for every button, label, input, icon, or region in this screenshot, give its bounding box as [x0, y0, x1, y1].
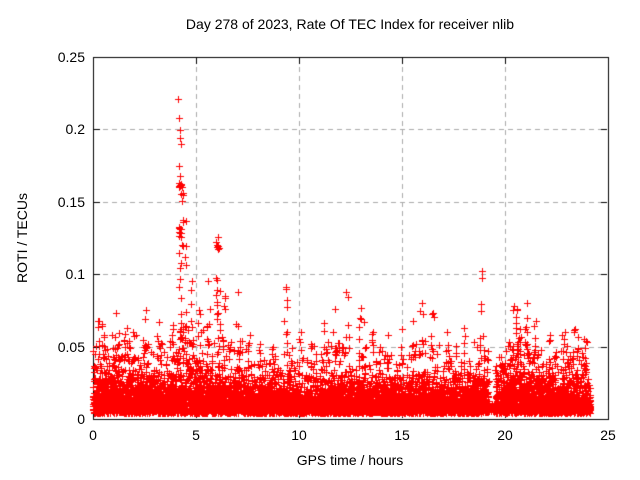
y-tick-label-025: 0.25 [57, 49, 85, 65]
y-tick-label-0: 0 [77, 411, 85, 427]
x-tick-label-5: 5 [192, 427, 200, 443]
y-tick-label-005: 0.05 [57, 339, 85, 355]
x-tick-label-0: 0 [89, 427, 97, 443]
chart-title: Day 278 of 2023, Rate Of TEC Index for r… [185, 16, 515, 32]
x-tick-label-25: 25 [600, 427, 616, 443]
y-tick-label-01: 0.1 [65, 266, 85, 282]
x-axis-label: GPS time / hours [296, 452, 404, 468]
y-tick-label-02: 0.2 [65, 121, 85, 137]
y-axis-label: ROTI / TECUs [14, 193, 30, 283]
y-tick-label-015: 0.15 [57, 194, 85, 210]
x-tick-label-15: 15 [394, 427, 410, 443]
x-tick-label-20: 20 [497, 427, 513, 443]
x-tick-label-10: 10 [291, 427, 307, 443]
